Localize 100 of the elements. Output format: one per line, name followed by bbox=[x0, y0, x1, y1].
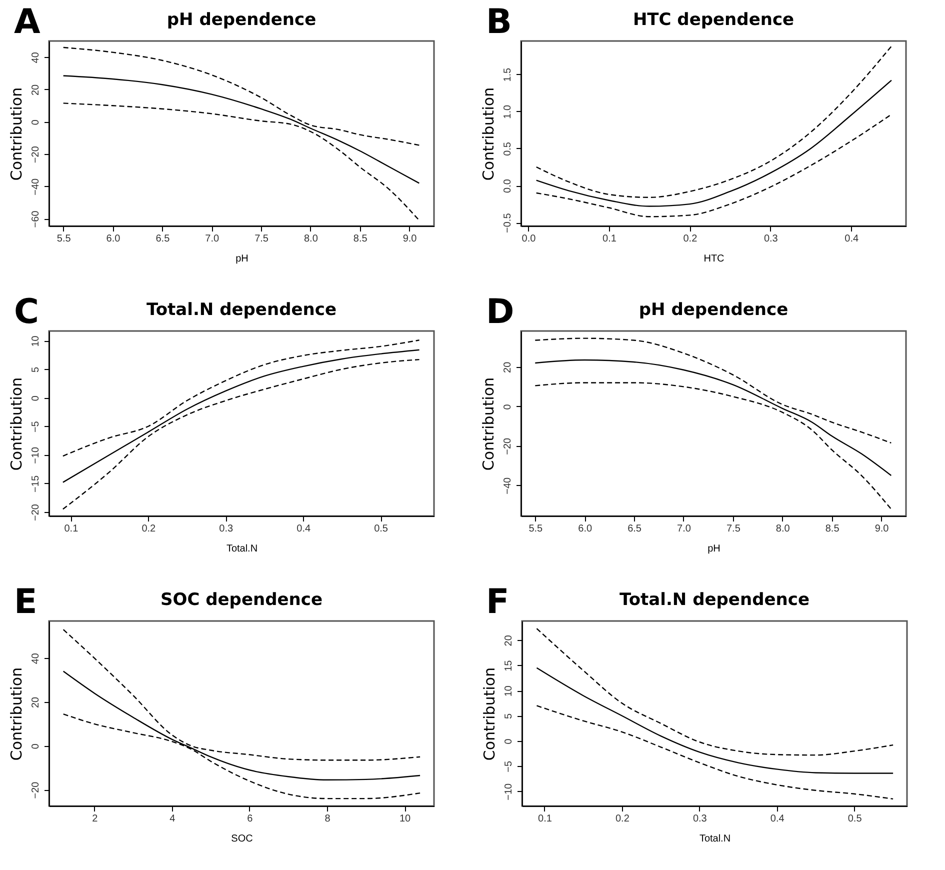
line-series bbox=[534, 359, 892, 476]
y-tick-label: 0.0 bbox=[502, 178, 514, 193]
x-axis-title: SOC bbox=[231, 834, 253, 844]
y-axis-title: Contribution bbox=[480, 377, 498, 471]
x-tick-label: 8.0 bbox=[776, 524, 790, 534]
y-tick-label: 1.5 bbox=[502, 67, 514, 82]
y-tick-label: 5 bbox=[504, 713, 514, 720]
x-tick-label: 0.5 bbox=[848, 814, 862, 824]
x-tick-label: 0.3 bbox=[219, 524, 234, 534]
y-tick-label: 20 bbox=[30, 696, 42, 708]
text: B bbox=[486, 2, 512, 42]
text: C bbox=[14, 292, 39, 332]
line-series bbox=[62, 349, 420, 483]
line-series bbox=[62, 358, 420, 510]
chart-title: Total.N dependence bbox=[620, 590, 810, 610]
text: A bbox=[14, 2, 40, 42]
y-tick-label: 10 bbox=[504, 685, 514, 697]
x-tick-label: 0.1 bbox=[602, 234, 617, 244]
text: E bbox=[14, 582, 38, 622]
y-tick-label: −60 bbox=[30, 210, 42, 228]
y-tick-label: −40 bbox=[30, 178, 42, 196]
y-tick-label: −5 bbox=[30, 420, 42, 433]
x-tick-label: 4 bbox=[170, 814, 176, 824]
x-tick-label: 2 bbox=[92, 814, 98, 824]
x-tick-label: 8 bbox=[324, 814, 331, 824]
y-tick-label: 1.0 bbox=[502, 104, 514, 119]
x-tick-label: 0.1 bbox=[64, 524, 79, 534]
y-tick-label: 20 bbox=[502, 361, 514, 373]
y-tick-label: −20 bbox=[30, 146, 42, 164]
y-tick-label: −10 bbox=[30, 446, 42, 464]
y-tick-label: −0.5 bbox=[502, 212, 514, 233]
x-tick-label: 0.3 bbox=[692, 814, 708, 824]
y-tick-label: 0 bbox=[30, 743, 42, 750]
line-series bbox=[536, 705, 894, 800]
line-series bbox=[536, 114, 892, 218]
y-tick-label: 20 bbox=[30, 84, 42, 96]
chart-title: SOC dependence bbox=[160, 590, 322, 610]
chart-title: pH dependence bbox=[166, 10, 316, 30]
x-axis-title: Total.N bbox=[226, 544, 258, 554]
x-tick-label: 9.0 bbox=[874, 524, 890, 534]
x-tick-label: 5.5 bbox=[528, 524, 544, 534]
x-axis-title: HTC bbox=[704, 254, 724, 264]
chart-title: Total.N dependence bbox=[146, 300, 336, 320]
x-tick-label: 6.0 bbox=[578, 524, 592, 534]
y-tick-label: −15 bbox=[30, 475, 42, 492]
line-series bbox=[536, 80, 892, 207]
line-series bbox=[536, 46, 892, 198]
x-tick-label: 0.0 bbox=[522, 234, 536, 244]
x-tick-label: 6 bbox=[247, 814, 254, 824]
x-tick-label: 5.5 bbox=[56, 234, 72, 244]
y-tick-label: 0 bbox=[30, 119, 42, 126]
x-tick-label: 0.2 bbox=[615, 814, 630, 824]
y-axis-title: Contribution bbox=[480, 667, 498, 761]
x-tick-label: 0.2 bbox=[142, 524, 156, 534]
chart-title: pH dependence bbox=[638, 300, 788, 320]
line-series bbox=[536, 628, 894, 756]
chart-title: HTC dependence bbox=[632, 10, 794, 30]
y-tick-label: −10 bbox=[504, 782, 514, 800]
y-axis-title: Contribution bbox=[8, 87, 26, 181]
y-tick-label: −20 bbox=[30, 504, 42, 521]
y-tick-label: 5 bbox=[30, 366, 42, 373]
line-series bbox=[534, 382, 892, 510]
x-tick-label: 0.4 bbox=[770, 814, 785, 824]
y-axis-title: Contribution bbox=[8, 667, 26, 761]
x-tick-label: 9.0 bbox=[402, 234, 418, 244]
y-tick-label: 0 bbox=[30, 395, 42, 402]
x-tick-label: 7.0 bbox=[205, 234, 220, 244]
x-tick-label: 7.5 bbox=[726, 524, 741, 534]
x-tick-label: 0.4 bbox=[844, 234, 859, 244]
y-tick-label: −20 bbox=[30, 781, 42, 799]
x-tick-label: 8.5 bbox=[825, 524, 840, 534]
x-tick-label: 8.5 bbox=[353, 234, 368, 244]
y-tick-label: −40 bbox=[502, 476, 514, 494]
x-tick-label: 0.3 bbox=[764, 234, 778, 244]
y-tick-label: 0 bbox=[502, 404, 514, 410]
y-tick-label: −5 bbox=[504, 760, 514, 772]
line-series bbox=[534, 338, 892, 444]
x-tick-label: 8.0 bbox=[304, 234, 318, 244]
x-tick-label: 10 bbox=[399, 814, 412, 824]
x-axis-title: Total.N bbox=[699, 834, 731, 844]
y-tick-label: 20 bbox=[504, 634, 514, 646]
x-tick-label: 6.5 bbox=[156, 234, 170, 244]
line-series bbox=[62, 340, 420, 457]
x-tick-label: 6.0 bbox=[106, 234, 121, 244]
x-tick-label: 0.4 bbox=[296, 524, 311, 534]
y-tick-label: 15 bbox=[504, 660, 514, 672]
x-tick-label: 6.5 bbox=[628, 524, 642, 534]
y-tick-label: 40 bbox=[30, 52, 42, 64]
text: D bbox=[486, 292, 514, 332]
y-tick-label: 40 bbox=[30, 652, 42, 664]
line-series bbox=[536, 667, 894, 774]
x-axis-title: pH bbox=[708, 544, 720, 554]
x-tick-label: 7.0 bbox=[677, 524, 692, 534]
y-axis-title: Contribution bbox=[480, 87, 498, 181]
x-tick-label: 7.5 bbox=[254, 234, 269, 244]
text: F bbox=[486, 582, 510, 622]
x-tick-label: 0.5 bbox=[374, 524, 388, 534]
y-axis-title: Contribution bbox=[8, 377, 26, 471]
y-tick-label: 10 bbox=[30, 335, 42, 347]
y-tick-label: 0 bbox=[504, 738, 514, 744]
